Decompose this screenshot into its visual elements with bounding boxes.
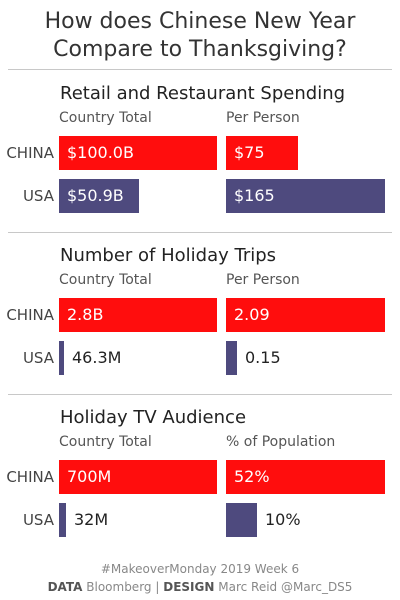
data-label: $165 [234, 186, 275, 205]
page-title: How does Chinese New Year Compare to Tha… [0, 8, 400, 64]
row-label-usa: USA [22, 511, 54, 529]
bar-china [59, 298, 217, 332]
divider [8, 232, 392, 233]
section-title: Holiday TV Audience [60, 407, 247, 428]
data-label: $100.0B [67, 143, 134, 162]
bar-china [226, 298, 385, 332]
row-label-china: CHINA [6, 468, 54, 486]
data-label: 700M [67, 467, 112, 486]
data-label: 46.3M [72, 348, 122, 367]
footer-hashtag: #MakeoverMonday 2019 Week 6 [100, 562, 300, 576]
footer-design-label: DESIGN [163, 580, 215, 594]
data-label: 32M [74, 510, 109, 529]
bar-usa [59, 179, 139, 213]
data-label: 2.8B [67, 305, 104, 324]
bar-usa [59, 341, 64, 375]
column-header: % of Population [226, 434, 336, 450]
bar-usa [59, 503, 66, 537]
data-label: 52% [234, 467, 270, 486]
data-label: 2.09 [234, 305, 270, 324]
column-header: Country Total [59, 110, 152, 126]
divider [8, 69, 392, 70]
row-label-china: CHINA [6, 306, 54, 324]
bar-china [226, 460, 385, 494]
section-title: Retail and Restaurant Spending [60, 83, 346, 104]
data-label: $50.9B [67, 186, 124, 205]
column-header: Per Person [226, 272, 300, 288]
column-header: Country Total [59, 272, 152, 288]
footer-credits: DATA Bloomberg | DESIGN Marc Reid @Marc_… [0, 580, 400, 594]
footer-design-value: Marc Reid @Marc_DS5 [218, 580, 353, 594]
bar-china [59, 136, 217, 170]
bar-usa [226, 179, 385, 213]
bar-usa [226, 503, 257, 537]
bar-usa [226, 341, 237, 375]
data-label: $75 [234, 143, 265, 162]
column-header: Country Total [59, 434, 152, 450]
footer-separator: | [155, 580, 160, 594]
column-header: Per Person [226, 110, 300, 126]
bar-china [226, 136, 298, 170]
footer-data-label: DATA [47, 580, 83, 594]
title-line-2: Compare to Thanksgiving? [53, 37, 347, 62]
data-label: 0.15 [245, 348, 281, 367]
row-label-china: CHINA [6, 144, 54, 162]
title-line-1: How does Chinese New Year [44, 9, 356, 34]
section-title: Number of Holiday Trips [60, 245, 277, 266]
footer-data-value: Bloomberg [86, 580, 152, 594]
divider [8, 394, 392, 395]
row-label-usa: USA [22, 349, 54, 367]
data-label: 10% [265, 510, 301, 529]
row-label-usa: USA [22, 187, 54, 205]
bar-china [59, 460, 217, 494]
